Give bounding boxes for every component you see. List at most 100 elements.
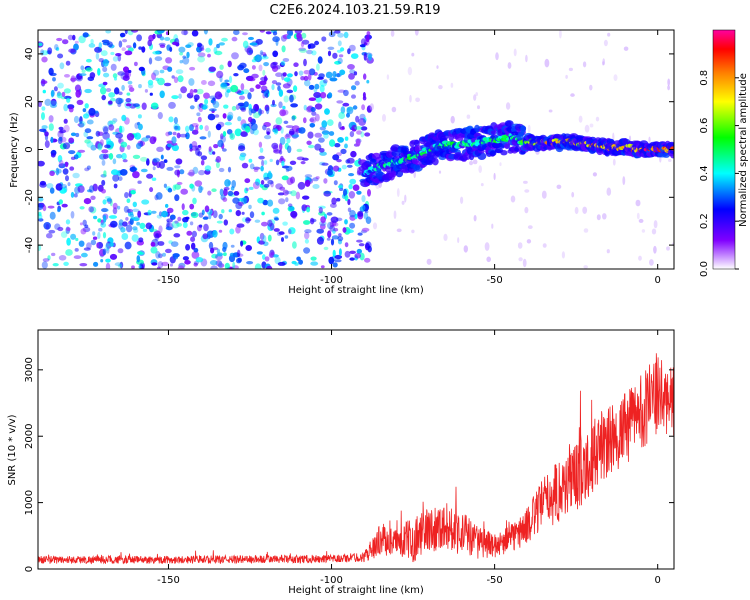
noise-speckle	[311, 50, 317, 56]
noise-speckle	[162, 252, 166, 257]
noise-speckle	[174, 125, 179, 130]
noise-speckle	[290, 103, 298, 108]
noise-speckle	[149, 92, 153, 96]
noise-speckle	[178, 46, 186, 53]
noise-speckle	[60, 184, 67, 189]
noise-speckle	[239, 154, 246, 161]
noise-speckle	[41, 261, 48, 269]
noise-speckle	[63, 124, 70, 133]
noise-speckle	[126, 198, 131, 203]
noise-speckle	[189, 105, 195, 110]
noise-speckle	[260, 55, 269, 60]
noise-speckle	[346, 164, 353, 168]
noise-speckle	[568, 67, 574, 72]
noise-speckle	[348, 73, 355, 80]
noise-speckle	[304, 174, 313, 179]
noise-speckle	[363, 73, 367, 80]
noise-speckle	[285, 125, 294, 129]
noise-speckle	[589, 84, 593, 91]
noise-speckle	[340, 47, 345, 52]
noise-speckle	[132, 208, 140, 212]
noise-speckle	[386, 74, 390, 80]
noise-speckle	[166, 218, 173, 223]
noise-speckle	[641, 229, 646, 233]
noise-speckle	[320, 92, 327, 99]
noise-speckle	[159, 44, 166, 48]
noise-speckle	[215, 123, 222, 131]
noise-speckle	[136, 142, 142, 150]
noise-speckle	[278, 231, 285, 235]
noise-speckle	[213, 144, 219, 149]
noise-speckle	[197, 42, 202, 48]
noise-speckle	[258, 240, 265, 245]
noise-speckle	[220, 133, 224, 140]
noise-speckle	[192, 197, 197, 205]
noise-speckle	[348, 173, 355, 177]
noise-speckle	[83, 247, 91, 251]
noise-speckle	[197, 151, 203, 157]
noise-speckle	[282, 189, 289, 196]
noise-speckle	[88, 107, 96, 116]
noise-speckle	[38, 197, 44, 202]
colorbar-ticks: 0.0 0.2 0.4 0.6 0.8	[699, 70, 739, 277]
noise-speckle	[311, 111, 317, 116]
noise-speckle	[231, 105, 237, 111]
noise-speckle	[41, 50, 49, 56]
noise-speckle	[310, 107, 316, 112]
ridge-halo	[477, 152, 487, 160]
noise-speckle	[347, 64, 355, 70]
noise-speckle	[240, 240, 244, 247]
noise-speckle	[136, 221, 141, 226]
figure-title: C2E6.2024.103.21.59.R19	[269, 3, 440, 18]
noise-speckle	[177, 265, 185, 269]
noise-speckle	[613, 74, 618, 81]
noise-speckle	[68, 150, 76, 155]
noise-speckle	[254, 219, 261, 223]
noise-speckle	[304, 179, 311, 187]
noise-speckle	[73, 255, 82, 259]
noise-speckle	[268, 252, 274, 258]
noise-speckle	[272, 36, 280, 43]
noise-speckle	[214, 91, 223, 100]
noise-speckle	[82, 108, 87, 113]
noise-speckle	[194, 98, 198, 102]
noise-speckle	[79, 263, 88, 267]
noise-speckle	[138, 84, 142, 89]
noise-speckle	[233, 30, 240, 36]
noise-speckle	[262, 254, 266, 260]
noise-speckle	[80, 228, 87, 235]
noise-speckle	[156, 30, 165, 34]
noise-speckle	[86, 119, 94, 125]
noise-speckle	[86, 141, 94, 148]
noise-speckle	[204, 125, 209, 132]
noise-speckle	[352, 105, 358, 110]
noise-speckle	[126, 144, 131, 150]
noise-speckle	[259, 80, 267, 86]
noise-speckle	[347, 48, 351, 55]
noise-speckle	[304, 231, 310, 240]
noise-speckle	[323, 178, 328, 184]
noise-speckle	[328, 256, 335, 265]
noise-speckle	[463, 245, 468, 253]
noise-speckle	[316, 236, 324, 245]
noise-speckle	[249, 42, 258, 46]
noise-speckle	[473, 215, 477, 222]
noise-speckle	[469, 160, 473, 166]
noise-speckle	[323, 79, 328, 84]
noise-speckle	[473, 94, 477, 101]
noise-speckle	[259, 109, 265, 115]
noise-speckle	[122, 221, 128, 227]
noise-speckle	[524, 189, 530, 193]
noise-speckle	[332, 52, 338, 59]
noise-speckle	[42, 258, 50, 262]
noise-speckle	[161, 261, 170, 267]
noise-speckle	[79, 73, 87, 77]
noise-speckle	[134, 132, 142, 140]
noise-speckle	[150, 102, 159, 110]
noise-speckle	[272, 61, 278, 66]
noise-speckle	[328, 131, 335, 136]
noise-speckle	[115, 132, 123, 139]
noise-speckle	[119, 125, 125, 133]
noise-speckle	[78, 35, 86, 44]
noise-speckle	[301, 204, 308, 212]
